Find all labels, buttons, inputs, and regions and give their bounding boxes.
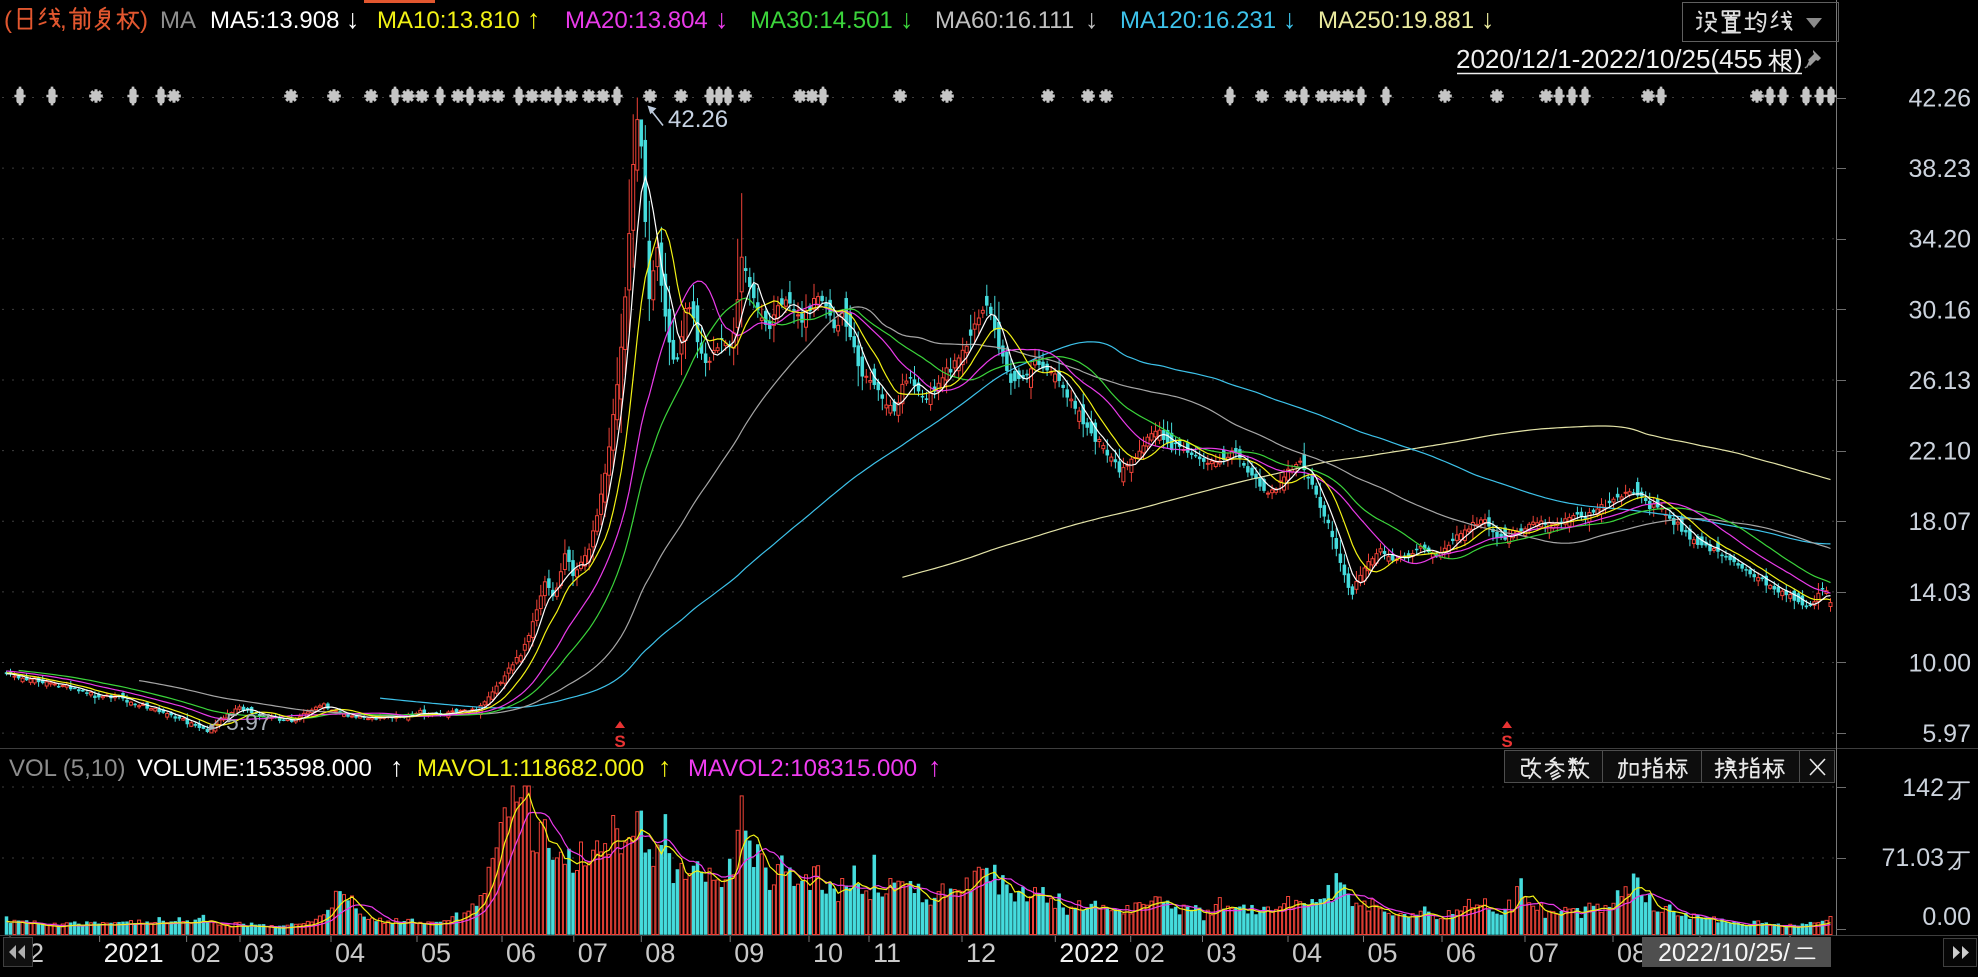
svg-text:): )	[1794, 44, 1803, 74]
svg-text:MA10:13.810: MA10:13.810	[377, 7, 520, 34]
svg-text:↓: ↓	[900, 4, 914, 34]
svg-text:02: 02	[191, 938, 221, 968]
svg-text:MA5:13.908: MA5:13.908	[210, 7, 339, 34]
svg-text:↑: ↑	[928, 752, 942, 782]
svg-text:42.26: 42.26	[1908, 85, 1971, 113]
svg-text:MA30:14.501: MA30:14.501	[750, 7, 893, 34]
svg-text:5.97: 5.97	[226, 709, 271, 735]
svg-text:S: S	[1501, 732, 1512, 751]
svg-text:↓: ↓	[346, 4, 360, 34]
svg-text:↓: ↓	[1283, 4, 1297, 34]
svg-text:05: 05	[1368, 938, 1398, 968]
svg-text:06: 06	[1446, 938, 1476, 968]
svg-text:38.23: 38.23	[1908, 155, 1971, 183]
svg-text:14.03: 14.03	[1908, 579, 1971, 607]
svg-text:↑: ↑	[658, 752, 672, 782]
svg-text:10.00: 10.00	[1908, 650, 1971, 678]
svg-text:↑: ↑	[390, 752, 404, 782]
svg-text:2021: 2021	[104, 938, 164, 968]
svg-text:↓: ↓	[1085, 4, 1099, 34]
svg-text:VOLUME:153598.000: VOLUME:153598.000	[137, 755, 372, 782]
svg-text:04: 04	[1292, 938, 1322, 968]
svg-text:2020/12/1-2022/10/25(455: 2020/12/1-2022/10/25(455	[1456, 44, 1763, 74]
svg-text:07: 07	[578, 938, 608, 968]
svg-text:MA120:16.231: MA120:16.231	[1120, 7, 1276, 34]
svg-text:42.26: 42.26	[668, 106, 728, 133]
svg-text:MA60:16.111: MA60:16.111	[935, 7, 1074, 34]
svg-text:MAVOL1:118682.000: MAVOL1:118682.000	[417, 755, 644, 782]
svg-text:S: S	[614, 732, 625, 751]
svg-text:MA20:13.804: MA20:13.804	[565, 7, 708, 34]
svg-text:,: ,	[60, 7, 67, 34]
svg-text:05: 05	[421, 938, 451, 968]
svg-text:MA250:19.881: MA250:19.881	[1318, 7, 1474, 34]
svg-text:06: 06	[506, 938, 536, 968]
svg-text:09: 09	[734, 938, 764, 968]
svg-text:MA: MA	[160, 7, 196, 34]
svg-text:142: 142	[1902, 774, 1944, 802]
svg-text:2022: 2022	[1059, 938, 1119, 968]
svg-text:18.07: 18.07	[1908, 508, 1971, 536]
svg-text:11: 11	[873, 938, 901, 968]
svg-text:07: 07	[1529, 938, 1559, 968]
svg-text:30.16: 30.16	[1908, 296, 1971, 324]
svg-text:71.03: 71.03	[1881, 844, 1944, 872]
svg-text:08: 08	[645, 938, 675, 968]
svg-text:34.20: 34.20	[1908, 226, 1971, 254]
svg-text:0.00: 0.00	[1922, 903, 1971, 931]
svg-text:12: 12	[966, 938, 996, 968]
svg-text:VOL (5,10): VOL (5,10)	[9, 755, 126, 782]
svg-text:22.10: 22.10	[1908, 438, 1971, 466]
svg-text:5.97: 5.97	[1922, 720, 1971, 748]
svg-text:02: 02	[1135, 938, 1165, 968]
svg-text:03: 03	[244, 938, 274, 968]
svg-text:↑: ↑	[527, 4, 541, 34]
svg-text:10: 10	[813, 938, 843, 968]
svg-text:03: 03	[1207, 938, 1237, 968]
svg-text:04: 04	[335, 938, 365, 968]
svg-text:2022/10/25/: 2022/10/25/	[1658, 939, 1790, 967]
svg-text:MAVOL2:108315.000: MAVOL2:108315.000	[688, 755, 917, 782]
svg-text:(: (	[4, 7, 12, 34]
svg-text:↓: ↓	[1481, 4, 1495, 34]
svg-text:): )	[140, 7, 148, 34]
svg-text:↓: ↓	[715, 4, 729, 34]
svg-text:26.13: 26.13	[1908, 367, 1971, 395]
